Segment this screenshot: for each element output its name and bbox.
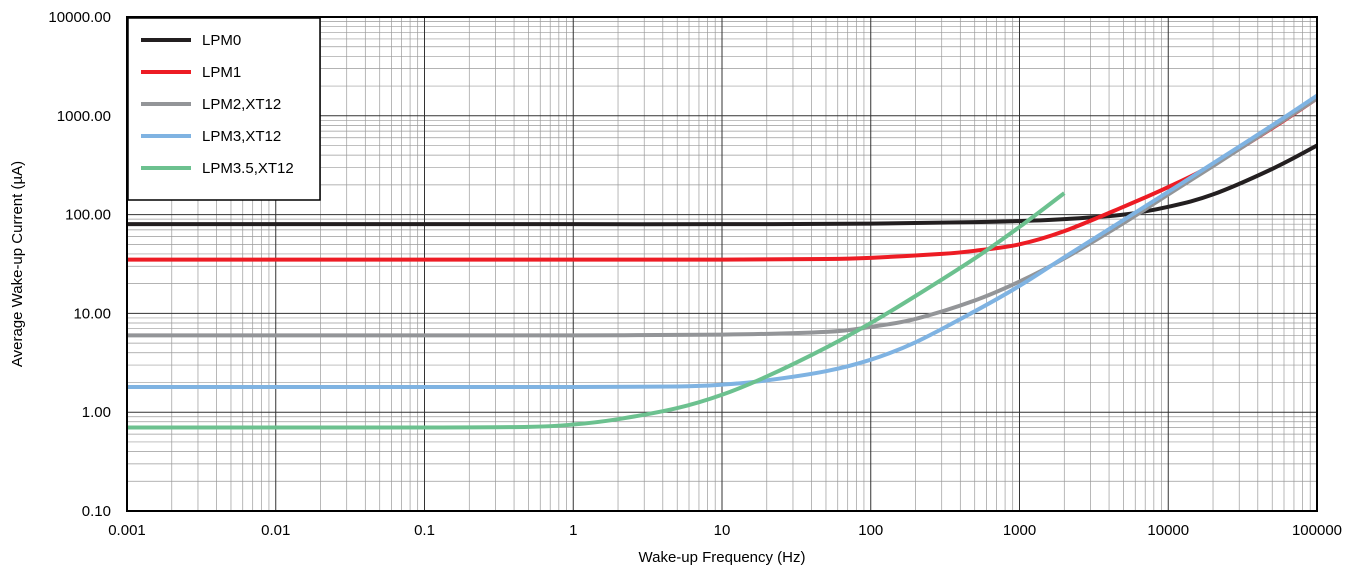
x-axis-ticks: 0.001 0.01 0.1 1 10 100 1000 10000 100000 xyxy=(108,522,1342,539)
legend-label-lpm1: LPM1 xyxy=(202,64,241,81)
legend-box xyxy=(127,17,321,201)
legend-label-lpm3-xt12: LPM3,XT12 xyxy=(202,128,281,145)
y-tick-label: 0.10 xyxy=(82,503,111,520)
y-axis-ticks: 0.10 1.00 10.00 100.00 1000.00 10000.00 xyxy=(48,9,111,520)
x-tick-label: 0.001 xyxy=(108,522,146,539)
series-lines xyxy=(126,93,1319,430)
x-tick-label: 1 xyxy=(569,522,577,539)
x-tick-label: 0.1 xyxy=(414,522,435,539)
legend-label-lpm0: LPM0 xyxy=(202,32,241,49)
series-line-lpm2-xt12 xyxy=(126,96,1319,338)
series-line-lpm1 xyxy=(127,96,1319,262)
y-tick-label: 100.00 xyxy=(65,207,111,224)
y-tick-label: 1.00 xyxy=(82,404,111,421)
x-axis-title: Wake-up Frequency (Hz) xyxy=(639,549,806,566)
series-line-lpm3-5-xt12 xyxy=(127,191,1066,430)
series-line-lpm3-xt12 xyxy=(127,93,1319,390)
legend-label-lpm3-5-xt12: LPM3.5,XT12 xyxy=(202,160,294,177)
x-tick-label: 10000 xyxy=(1147,522,1189,539)
series-line-lpm0 xyxy=(127,143,1318,227)
y-axis-title: Average Wake-up Current (µA) xyxy=(9,161,26,367)
x-tick-label: 100 xyxy=(858,522,883,539)
y-tick-label: 1000.00 xyxy=(57,108,111,125)
x-tick-label: 0.01 xyxy=(261,522,290,539)
y-tick-label: 10000.00 xyxy=(48,9,111,26)
plot-area-border xyxy=(126,16,1318,512)
legend: LPM0 LPM1 LPM2,XT12 LPM3,XT12 LPM3.5,XT12 xyxy=(127,17,321,201)
x-tick-label: 100000 xyxy=(1292,522,1342,539)
x-tick-label: 10 xyxy=(714,522,731,539)
x-tick-label: 1000 xyxy=(1003,522,1036,539)
legend-label-lpm2-xt12: LPM2,XT12 xyxy=(202,96,281,113)
y-tick-label: 10.00 xyxy=(73,305,111,322)
